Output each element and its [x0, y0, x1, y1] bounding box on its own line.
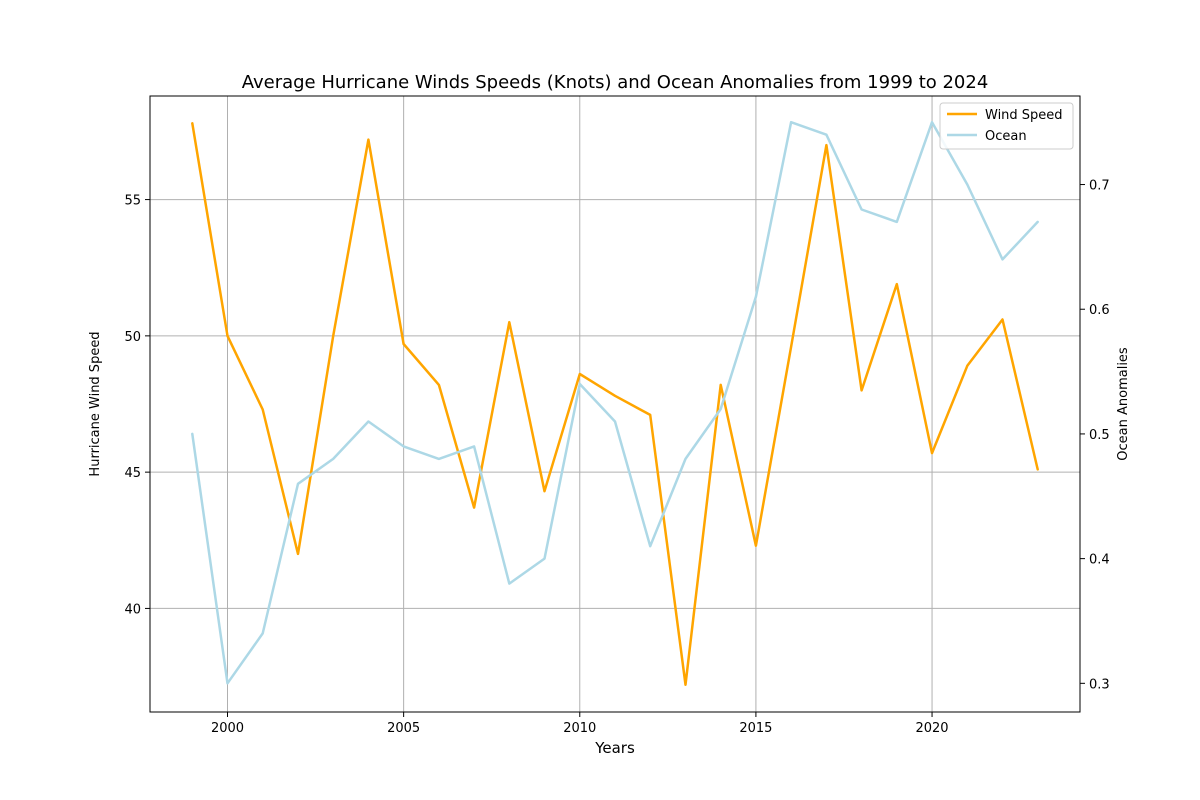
y-tick-label: 50 [124, 330, 141, 345]
x-tick-label: 2015 [739, 721, 772, 736]
y-right-tick-label: 0.6 [1089, 303, 1110, 318]
x-tick-label: 2000 [211, 721, 244, 736]
legend: Wind Speed Ocean [939, 102, 1074, 150]
series-layer [191, 120, 1039, 686]
y-right-tick-label: 0.7 [1089, 179, 1110, 194]
grid-layer [150, 96, 1080, 712]
y-right-tick-label: 0.5 [1089, 428, 1110, 443]
y-axis-label: Hurricane Wind Speed [88, 331, 103, 476]
x-tick-label: 2020 [915, 721, 948, 736]
y-tick-label: 55 [124, 194, 141, 209]
chart-title: Average Hurricane Winds Speeds (Knots) a… [242, 72, 989, 93]
y-right-tick-label: 0.4 [1089, 553, 1110, 568]
x-axis-label: Years [594, 739, 635, 757]
legend-label-ocean: Ocean [985, 129, 1027, 144]
y-tick-label: 45 [124, 466, 141, 481]
x-tick-label: 2010 [563, 721, 596, 736]
series-line-wind-speed [191, 122, 1039, 686]
x-tick-label: 2005 [387, 721, 420, 736]
tick-layer: 2000 2005 2010 2015 2020 40 45 50 55 0.3 0.4 0.5 0.6… [124, 179, 1109, 736]
legend-label-wind-speed: Wind Speed [985, 108, 1063, 123]
plot-frame [149, 95, 1081, 713]
series-line-ocean [191, 120, 1039, 685]
y-axis-label-right: Ocean Anomalies [1116, 347, 1131, 461]
y-tick-label: 40 [124, 602, 141, 617]
y-right-tick-label: 0.3 [1089, 677, 1110, 692]
